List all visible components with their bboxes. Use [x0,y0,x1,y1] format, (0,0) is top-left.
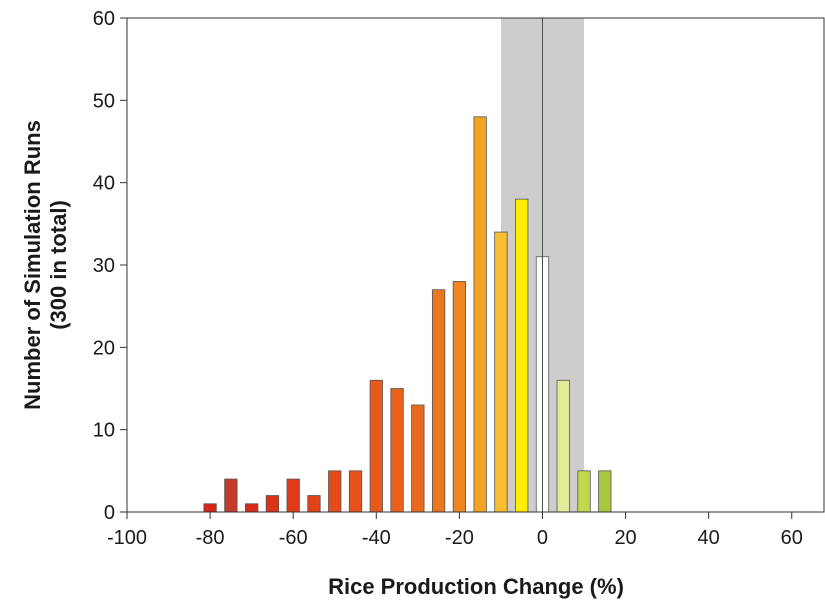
bar [265,495,280,513]
x-tick-label: -40 [362,527,391,549]
bar [556,379,570,513]
x-tick-label: 0 [537,527,548,549]
bar [598,470,612,513]
y-tick-label: 30 [93,255,115,277]
bar [577,470,591,513]
bar [224,478,238,513]
bar [473,116,487,513]
x-tick-label: -20 [445,527,474,549]
bar [203,503,217,513]
x-axis-title: Rice Production Change (%) [328,574,624,599]
bar [286,478,300,513]
bar [515,198,529,513]
bar [348,470,363,513]
y-tick-label: 40 [93,173,115,195]
bar [245,503,259,513]
bar [411,404,425,513]
y-axis-title: Number of Simulation Runs [20,120,45,410]
bar [431,289,446,513]
bar [369,379,383,513]
y-tick-label: 60 [93,8,115,30]
y-axis-subtitle: (300 in total) [46,200,71,330]
bar [390,388,404,513]
x-tick-label: 60 [781,527,803,549]
x-tick-label: -100 [107,527,147,549]
y-tick-label: 0 [104,502,115,524]
x-tick-label: -60 [279,527,308,549]
x-tick-label: 20 [614,527,636,549]
y-tick-label: 20 [93,337,115,359]
bar [494,231,508,513]
y-tick-label: 50 [93,90,115,112]
bar [328,470,342,513]
bar [307,495,321,513]
bar [452,281,467,513]
x-tick-label: 40 [698,527,720,549]
x-tick-label: -80 [196,527,225,549]
y-tick-label: 10 [93,420,115,442]
